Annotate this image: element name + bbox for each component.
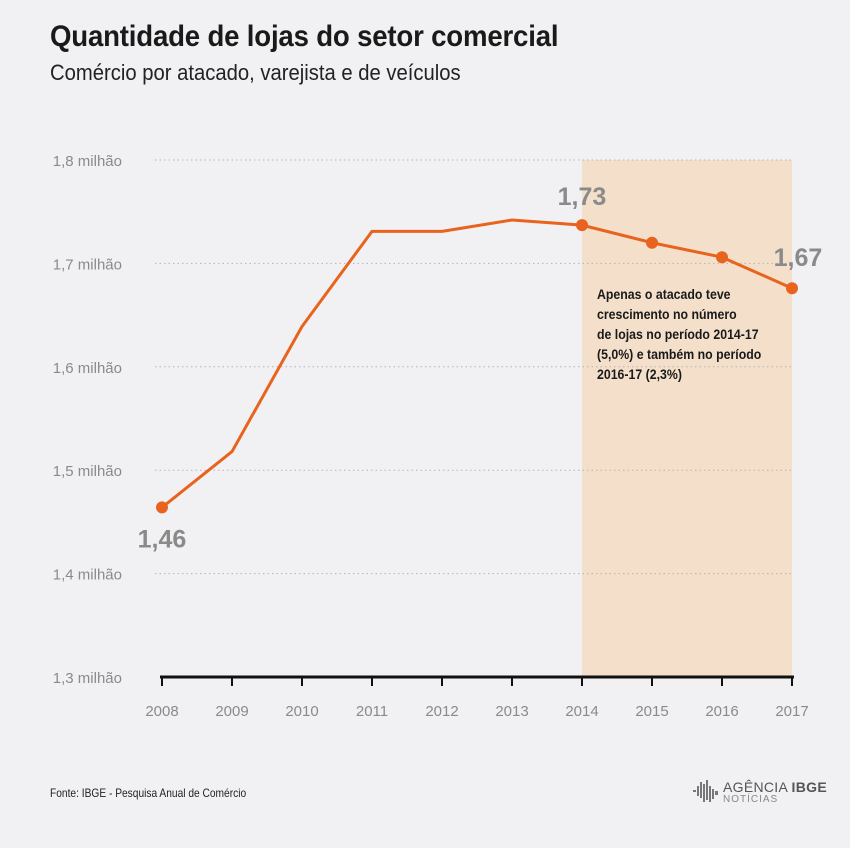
data-label: 1,73	[558, 183, 607, 211]
data-point	[716, 251, 728, 264]
x-tick-label: 2011	[356, 703, 388, 720]
agencia-ibge-logo: AGÊNCIA IBGE NOTÍCIAS	[693, 780, 827, 806]
chart-subtitle: Comércio por atacado, varejista e de veí…	[50, 60, 461, 85]
annotation-text: Apenas o atacado teve crescimento no núm…	[597, 284, 773, 384]
highlight-region	[582, 160, 792, 677]
x-axis-tick-labels: 2008 2009 2010 2011 2012 2013 2014 2015 2016 2017	[145, 703, 808, 720]
data-point	[576, 219, 588, 232]
x-tick-label: 2008	[145, 703, 178, 720]
series-line-layer	[161, 218, 793, 509]
x-tick-label: 2013	[495, 703, 528, 720]
y-tick-label: 1,3 milhão	[53, 670, 122, 687]
data-points	[156, 219, 798, 514]
ibge-logo-icon	[693, 780, 718, 802]
y-tick-label: 1,8 milhão	[53, 153, 122, 170]
logo-text-ibge: IBGE	[791, 779, 827, 795]
x-axis	[160, 675, 794, 686]
y-tick-label: 1,4 milhão	[53, 567, 122, 584]
data-labels: 1,46 1,73 1,67	[138, 183, 823, 553]
y-tick-label: 1,7 milhão	[53, 256, 122, 273]
data-point	[786, 282, 798, 295]
data-point	[646, 236, 658, 249]
data-label: 1,46	[138, 525, 187, 553]
logo-text-agencia: AGÊNCIA	[723, 779, 788, 795]
y-tick-label: 1,5 milhão	[53, 463, 122, 480]
x-tick-label: 2010	[285, 703, 318, 720]
gridlines	[155, 159, 794, 575]
x-tick-label: 2012	[425, 703, 458, 720]
source-note: Fonte: IBGE - Pesquisa Anual de Comércio	[50, 786, 247, 800]
chart-title: Quantidade de lojas do setor comercial	[50, 20, 559, 53]
logo-text-noticias: NOTÍCIAS	[723, 794, 779, 805]
x-tick-label: 2016	[705, 703, 738, 720]
y-tick-label: 1,6 milhão	[53, 360, 122, 377]
x-tick-label: 2015	[635, 703, 668, 720]
annotation-line: (5,0%) e também no período	[597, 346, 762, 362]
x-tick-label: 2014	[565, 703, 598, 720]
x-tick-label: 2009	[215, 703, 248, 720]
annotation-line: 2016-17 (2,3%)	[597, 366, 682, 382]
data-label: 1,67	[774, 244, 823, 272]
data-point	[156, 501, 168, 514]
annotation-line: crescimento no número	[597, 306, 737, 322]
x-tick-label: 2017	[775, 703, 808, 720]
annotation-line: de lojas no período 2014-17	[597, 326, 759, 342]
highlight-region-layer	[582, 160, 792, 677]
series-line	[161, 218, 793, 509]
y-axis-tick-labels: 1,3 milhão 1,4 milhão 1,5 milhão 1,6 milhão…	[53, 153, 122, 687]
annotation-line: Apenas o atacado teve	[597, 286, 731, 302]
